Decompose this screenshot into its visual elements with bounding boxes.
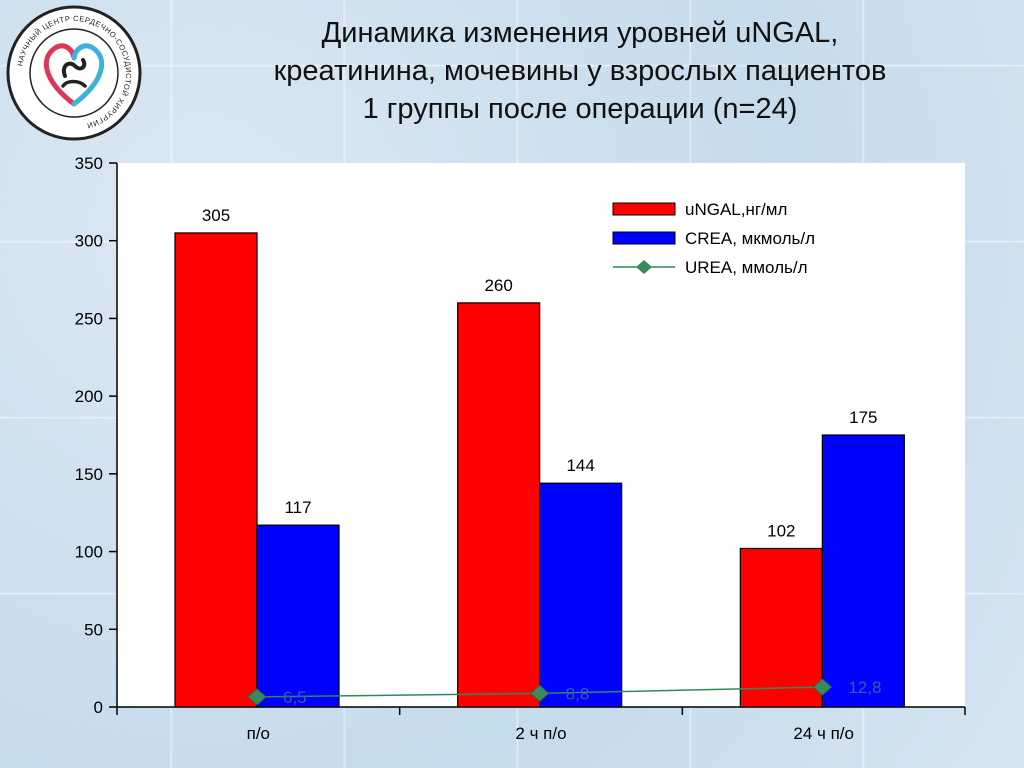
crea-bar: [821, 434, 905, 708]
urea-data-label: 12,8: [848, 678, 881, 697]
ungal-data-label: 305: [202, 206, 230, 225]
legend-label: UREA, ммоль/л: [685, 258, 808, 277]
logo: НАУЧНЫЙ ЦЕНТР СЕРДЕЧНО-СОСУДИСТОЙ ХИРУРГ…: [5, 4, 143, 142]
title-line-3: 1 группы после операции (n=24): [362, 93, 798, 125]
urea-marker: [812, 678, 833, 696]
legend-swatch: [612, 202, 676, 216]
slide-title: Динамика изменения уровней uNGAL, креати…: [150, 14, 1010, 128]
ungal-bar: [457, 302, 541, 708]
urea-marker: [247, 688, 267, 706]
x-tick-label: 2 ч п/о: [515, 724, 566, 743]
ungal-bar: [174, 232, 258, 708]
title-line-2: креатинина, мочевины у взрослых пациенто…: [273, 55, 887, 87]
ungal-data-label: 102: [767, 521, 795, 540]
y-tick-label: 350: [75, 154, 103, 173]
crea-data-label: 144: [566, 456, 594, 475]
legend-label: CREA, мкмоль/л: [685, 229, 815, 248]
y-tick-label: 100: [75, 543, 103, 562]
y-tick-label: 300: [75, 232, 103, 251]
heart-emblem-icon: НАУЧНЫЙ ЦЕНТР СЕРДЕЧНО-СОСУДИСТОЙ ХИРУРГ…: [6, 5, 142, 141]
crea-bar: [539, 482, 623, 708]
y-tick-label: 250: [75, 309, 103, 328]
legend-label: uNGAL,нг/мл: [685, 200, 787, 219]
y-tick-label: 50: [84, 620, 103, 639]
title-line-1: Динамика изменения уровней uNGAL,: [321, 17, 839, 49]
x-tick-label: п/о: [247, 724, 270, 743]
urea-marker: [529, 684, 550, 702]
urea-data-label: 8,8: [566, 684, 590, 703]
urea-data-label: 6,5: [283, 688, 307, 707]
x-tick-label: 24 ч п/о: [793, 724, 854, 743]
legend-swatch: [612, 231, 676, 245]
y-tick-label: 150: [75, 465, 103, 484]
y-tick-label: 0: [94, 698, 103, 717]
legend-marker: [636, 260, 652, 274]
ungal-data-label: 260: [484, 276, 512, 295]
y-tick-label: 200: [75, 387, 103, 406]
crea-bar: [256, 524, 340, 708]
crea-data-label: 117: [284, 498, 311, 517]
crea-data-label: 175: [849, 408, 877, 427]
ungal-bar: [739, 547, 823, 708]
